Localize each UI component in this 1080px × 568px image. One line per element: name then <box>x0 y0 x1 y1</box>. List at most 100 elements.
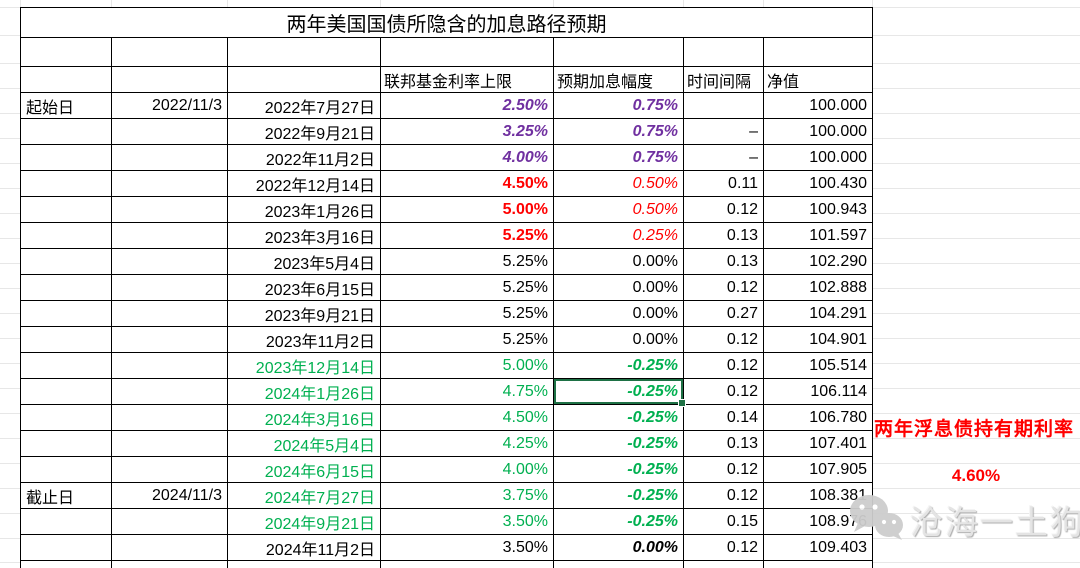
cell-label[interactable] <box>20 378 112 405</box>
empty-cell[interactable] <box>20 66 112 93</box>
cell-nav[interactable]: 100.000 <box>762 144 874 171</box>
cell-hike[interactable]: -0.25% <box>553 378 687 408</box>
holding-period-rate-value[interactable]: 4.60% <box>951 466 1001 485</box>
cell-interval[interactable]: 0.27 <box>683 300 764 327</box>
cell-hike[interactable]: -0.25% <box>553 456 684 483</box>
empty-cell[interactable] <box>111 66 228 93</box>
cell-nav[interactable]: 109.403 <box>762 534 874 561</box>
cell-date[interactable]: 2023年3月16日 <box>227 222 381 249</box>
cell-rate[interactable]: 5.25% <box>380 300 554 327</box>
cell-date[interactable]: 2024年1月26日 <box>227 378 381 405</box>
cell-date[interactable]: 2024年9月21日 <box>227 508 381 535</box>
cell-label[interactable] <box>20 118 112 145</box>
cell-interval[interactable]: 0.11 <box>683 170 764 197</box>
cell-interval[interactable]: 0.13 <box>683 248 764 275</box>
cell-hike[interactable]: -0.25% <box>553 404 684 431</box>
empty-cell[interactable] <box>227 560 381 568</box>
cell-date[interactable]: 2023年9月21日 <box>227 300 381 327</box>
cell-interval[interactable]: 0.13 <box>683 430 764 457</box>
cell-date[interactable]: 2023年5月4日 <box>227 248 381 275</box>
empty-cell[interactable] <box>683 37 764 67</box>
cell-rate[interactable]: 4.00% <box>380 144 554 171</box>
cell-nav[interactable]: 101.597 <box>762 222 874 249</box>
cell-pdate[interactable] <box>111 118 228 145</box>
cell-pdate[interactable] <box>111 274 228 301</box>
cell-rate[interactable]: 5.25% <box>380 222 554 249</box>
cell-label[interactable] <box>20 534 112 561</box>
cell-rate[interactable]: 4.50% <box>380 404 554 431</box>
cell-pdate[interactable] <box>111 222 228 249</box>
cell-label[interactable]: 起始日 <box>20 92 112 119</box>
cell-date[interactable]: 2024年7月27日 <box>227 482 381 509</box>
empty-cell[interactable] <box>683 560 764 568</box>
cell-label[interactable] <box>20 404 112 431</box>
empty-cell[interactable] <box>762 560 874 568</box>
cell-rate[interactable]: 3.75% <box>380 482 554 509</box>
cell-label[interactable]: 截止日 <box>20 482 112 509</box>
cell-pdate[interactable]: 2022/11/3 <box>111 92 228 119</box>
cell-nav[interactable]: 100.000 <box>762 92 874 119</box>
header-expected-hike[interactable]: 预期加息幅度 <box>553 66 684 93</box>
cell-interval[interactable]: 0.13 <box>683 222 764 249</box>
cell-pdate[interactable] <box>111 508 228 535</box>
holding-period-rate-caption[interactable]: 两年浮息债持有期利率 <box>874 419 1075 440</box>
cell-interval[interactable]: 0.12 <box>683 456 764 483</box>
cell-interval[interactable]: 0.14 <box>683 404 764 431</box>
cell-rate[interactable]: 5.25% <box>380 326 554 353</box>
cell-hike[interactable]: 0.00% <box>553 300 684 327</box>
cell-label[interactable] <box>20 300 112 327</box>
cell-rate[interactable]: 2.50% <box>380 92 554 119</box>
cell-date[interactable]: 2024年5月4日 <box>227 430 381 457</box>
cell-pdate[interactable] <box>111 170 228 197</box>
cell-interval[interactable]: 0.15 <box>683 508 764 535</box>
cell-rate[interactable]: 3.50% <box>380 508 554 535</box>
cell-rate[interactable]: 5.25% <box>380 274 554 301</box>
cell-nav[interactable]: 100.943 <box>762 196 874 223</box>
cell-hike[interactable]: 0.50% <box>553 196 684 223</box>
empty-cell[interactable] <box>553 560 684 568</box>
cell-hike[interactable]: 0.00% <box>553 248 684 275</box>
cell-rate[interactable]: 4.25% <box>380 430 554 457</box>
cell-rate[interactable]: 5.25% <box>380 248 554 275</box>
cell-date[interactable]: 2023年1月26日 <box>227 196 381 223</box>
cell-nav[interactable]: 102.888 <box>762 274 874 301</box>
cell-interval[interactable]: 0.12 <box>683 274 764 301</box>
cell-rate[interactable]: 4.50% <box>380 170 554 197</box>
cell-label[interactable] <box>20 170 112 197</box>
empty-cell[interactable] <box>553 37 684 67</box>
cell-nav[interactable]: 104.291 <box>762 300 874 327</box>
empty-cell[interactable] <box>227 37 381 67</box>
cell-hike[interactable]: 0.75% <box>553 118 684 145</box>
cell-label[interactable] <box>20 326 112 353</box>
cell-rate[interactable]: 5.00% <box>380 196 554 223</box>
cell-date[interactable]: 2024年3月16日 <box>227 404 381 431</box>
cell-label[interactable] <box>20 352 112 379</box>
empty-cell[interactable] <box>111 560 228 568</box>
cell-label[interactable] <box>20 508 112 535</box>
cell-date[interactable]: 2022年7月27日 <box>227 92 381 119</box>
cell-interval[interactable] <box>683 92 764 119</box>
cell-rate[interactable]: 4.00% <box>380 456 554 483</box>
cell-interval[interactable]: 0.12 <box>683 326 764 353</box>
header-nav[interactable]: 净值 <box>762 66 874 93</box>
cell-hike[interactable]: -0.25% <box>553 482 684 509</box>
cell-pdate[interactable] <box>111 404 228 431</box>
empty-cell[interactable] <box>20 560 112 568</box>
cell-hike[interactable]: -0.25% <box>553 352 684 379</box>
cell-date[interactable]: 2024年11月2日 <box>227 534 381 561</box>
cell-pdate[interactable] <box>111 326 228 353</box>
header-time-interval[interactable]: 时间间隔 <box>683 66 764 93</box>
cell-rate[interactable]: 3.50% <box>380 534 554 561</box>
cell-rate[interactable]: 4.75% <box>380 378 554 405</box>
empty-cell[interactable] <box>380 37 554 67</box>
cell-date[interactable]: 2023年6月15日 <box>227 274 381 301</box>
cell-date[interactable]: 2023年12月14日 <box>227 352 381 379</box>
cell-nav[interactable]: 104.901 <box>762 326 874 353</box>
cell-interval[interactable]: 0.12 <box>683 378 764 405</box>
cell-pdate[interactable]: 2024/11/3 <box>111 482 228 509</box>
empty-cell[interactable] <box>227 66 381 93</box>
cell-hike[interactable]: 0.00% <box>553 326 684 353</box>
cell-hike[interactable]: 0.50% <box>553 170 684 197</box>
cell-nav[interactable]: 106.114 <box>762 378 874 405</box>
cell-label[interactable] <box>20 274 112 301</box>
